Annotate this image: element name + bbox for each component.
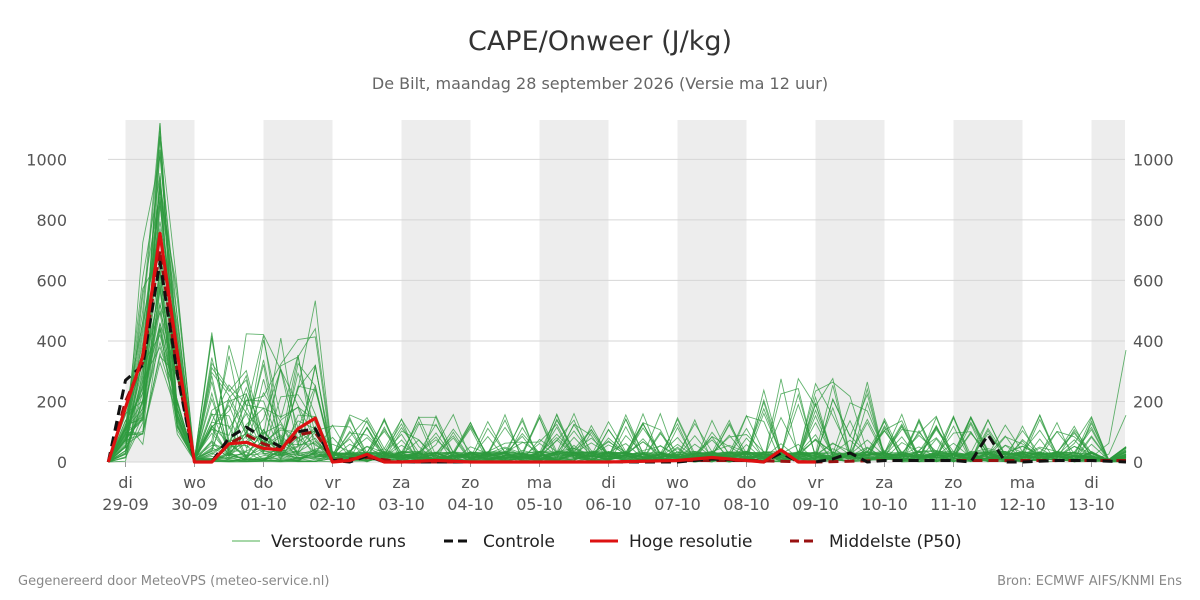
x-tick-date-11: 10-10	[861, 495, 908, 514]
series-controle	[106, 260, 1127, 464]
y-tick-left-600: 600	[36, 271, 67, 290]
y-tick-right-600: 600	[1133, 271, 1164, 290]
x-tick-day-6: ma	[527, 473, 552, 492]
shaded-band-7	[1091, 120, 1125, 462]
y-tick-left-0: 0	[57, 453, 67, 472]
y-tick-right-200: 200	[1133, 392, 1164, 411]
x-tick-day-0: di	[118, 473, 133, 492]
x-tick-date-4: 03-10	[378, 495, 425, 514]
y-tick-left-800: 800	[36, 211, 67, 230]
ensemble-member-40	[107, 185, 1127, 463]
footer-generated-by: Gegenereerd door MeteoVPS (meteo-service…	[18, 574, 329, 589]
x-tick-date-2: 01-10	[240, 495, 287, 514]
legend-label-1: Controle	[483, 532, 555, 552]
x-tick-date-10: 09-10	[792, 495, 839, 514]
x-tick-day-14: di	[1084, 473, 1099, 492]
legend-label-3: Middelste (P50)	[829, 532, 962, 552]
x-tick-day-10: vr	[807, 473, 823, 492]
shaded-band-4	[677, 120, 747, 462]
x-tick-date-12: 11-10	[930, 495, 977, 514]
legend-label-0: Verstoorde runs	[271, 532, 406, 552]
footer-source: Bron: ECMWF AIFS/KNMI Ens	[997, 574, 1182, 589]
x-tick-day-12: zo	[944, 473, 962, 492]
ensemble-lines	[107, 122, 1127, 464]
series-hoge-resolutie	[106, 231, 816, 464]
y-tick-right-400: 400	[1133, 332, 1164, 351]
x-tick-day-7: di	[601, 473, 616, 492]
x-axis: di 29-09 wo 30-09 do 01-10 vr 02-10 za 03-10 zo 04-…	[102, 462, 1115, 514]
x-tick-day-8: wo	[666, 473, 689, 492]
ensemble-member-50	[108, 156, 1127, 463]
x-tick-date-7: 06-10	[585, 495, 632, 514]
x-tick-date-0: 29-09	[102, 495, 149, 514]
y-tick-right-0: 0	[1133, 453, 1143, 472]
legend: Verstoorde runs Controle Hoge resolutie Mid…	[232, 532, 962, 552]
y-axis-right: 0 200 400 600 800 1000	[1133, 150, 1174, 472]
x-tick-date-9: 08-10	[723, 495, 770, 514]
chart-subtitle: De Bilt, maandag 28 september 2026 (Vers…	[372, 74, 828, 93]
x-tick-day-5: zo	[461, 473, 479, 492]
x-tick-day-4: za	[392, 473, 410, 492]
x-tick-date-5: 04-10	[447, 495, 494, 514]
ensemble-member-49	[108, 186, 1127, 463]
y-axis-left: 0 200 400 600 800 1000	[26, 150, 67, 472]
y-tick-left-1000: 1000	[26, 150, 67, 169]
x-tick-day-3: vr	[324, 473, 340, 492]
shaded-band-6	[953, 120, 1023, 462]
x-tick-date-1: 30-09	[171, 495, 218, 514]
x-tick-date-3: 02-10	[309, 495, 356, 514]
chart-title: CAPE/Onweer (J/kg)	[468, 26, 732, 57]
x-tick-day-13: ma	[1010, 473, 1035, 492]
x-tick-date-8: 07-10	[654, 495, 701, 514]
x-tick-date-13: 12-10	[999, 495, 1046, 514]
y-tick-right-1000: 1000	[1133, 150, 1174, 169]
ensemble-member-48	[107, 300, 1127, 463]
shaded-band-2	[401, 120, 471, 462]
shaded-band-3	[539, 120, 609, 462]
weekend-shading	[125, 120, 1125, 462]
x-tick-date-6: 05-10	[516, 495, 563, 514]
x-tick-day-2: do	[254, 473, 274, 492]
x-tick-date-14: 13-10	[1068, 495, 1115, 514]
x-tick-day-1: wo	[183, 473, 206, 492]
y-tick-right-800: 800	[1133, 211, 1164, 230]
x-tick-day-11: za	[875, 473, 893, 492]
y-tick-left-400: 400	[36, 332, 67, 351]
main-series	[106, 231, 1127, 464]
legend-label-2: Hoge resolutie	[629, 532, 753, 552]
y-tick-left-200: 200	[36, 392, 67, 411]
x-tick-day-9: do	[737, 473, 757, 492]
